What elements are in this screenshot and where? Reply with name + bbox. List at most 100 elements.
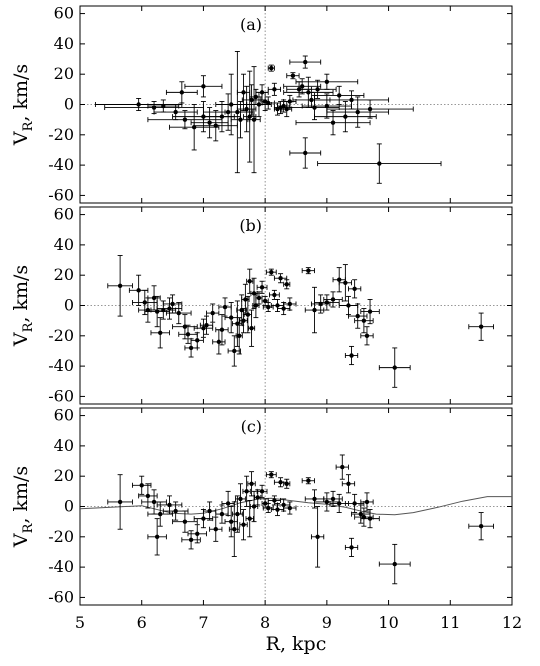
data-point-marker	[309, 97, 314, 103]
data-point	[332, 267, 346, 293]
data-point-marker	[210, 310, 215, 316]
data-point-marker	[179, 90, 185, 95]
data-point	[165, 81, 198, 104]
data-point-marker	[346, 481, 351, 486]
data-point	[323, 490, 343, 507]
data-point-marker	[244, 106, 249, 112]
data-point	[242, 475, 251, 507]
data-point-marker	[337, 501, 342, 506]
data-point-marker	[478, 524, 484, 529]
data-point-marker	[243, 297, 248, 302]
y-tick-label: 20	[54, 64, 74, 83]
data-point	[314, 101, 377, 133]
data-point-marker	[392, 561, 397, 567]
data-point-marker	[249, 97, 254, 103]
data-point-marker	[142, 300, 147, 305]
data-point-marker	[315, 87, 320, 92]
data-point-marker	[364, 499, 370, 505]
data-point-marker	[117, 283, 123, 288]
y-tick-label: -40	[48, 155, 74, 174]
data-point-marker	[167, 502, 172, 508]
data-point-marker	[241, 318, 246, 323]
data-point-marker	[272, 292, 277, 298]
data-point-marker	[241, 522, 246, 527]
data-point	[246, 268, 254, 294]
data-point	[107, 255, 133, 317]
data-point-marker	[229, 102, 234, 107]
data-point	[247, 471, 256, 497]
data-point	[199, 315, 214, 335]
data-point	[165, 302, 192, 325]
y-tick-label: -60	[48, 386, 74, 405]
data-point	[224, 51, 251, 174]
data-point	[378, 543, 411, 585]
data-point	[283, 478, 291, 489]
data-point-marker	[207, 120, 212, 125]
data-point	[206, 303, 220, 323]
data-point-marker	[136, 288, 141, 293]
data-point	[178, 324, 198, 344]
data-point-marker	[275, 507, 280, 512]
y-tick-label: 40	[54, 235, 74, 254]
data-point-marker	[235, 321, 240, 326]
data-point	[261, 295, 269, 306]
data-point	[338, 264, 352, 302]
data-point	[335, 454, 349, 480]
data-point	[172, 510, 198, 533]
data-point	[295, 73, 359, 90]
data-point	[218, 297, 232, 317]
x-tick-label: 10	[378, 613, 398, 632]
data-point	[193, 110, 238, 142]
data-point	[301, 267, 315, 275]
data-point-marker	[219, 114, 225, 119]
data-point	[235, 483, 246, 515]
data-point-marker	[238, 496, 243, 502]
data-point-marker	[201, 516, 206, 521]
data-point	[150, 317, 170, 349]
data-point	[267, 64, 275, 72]
panel-label: (b)	[239, 216, 262, 235]
data-point	[249, 490, 259, 523]
data-point-marker	[213, 527, 218, 532]
data-point	[239, 509, 248, 541]
data-point-marker	[259, 285, 265, 290]
data-point-marker	[170, 301, 175, 307]
data-point-marker	[349, 97, 354, 103]
data-point-marker	[324, 103, 330, 109]
data-point-marker	[185, 332, 191, 337]
data-point-marker	[259, 489, 265, 494]
data-point-marker	[278, 480, 283, 485]
data-point	[317, 143, 442, 184]
data-point-marker	[173, 508, 178, 514]
data-point	[252, 292, 260, 319]
data-point	[184, 75, 223, 98]
data-point-marker	[219, 327, 225, 332]
model-curve	[79, 496, 512, 516]
data-point-marker	[324, 499, 330, 505]
y-tick-label: 60	[54, 406, 74, 425]
data-point	[341, 474, 356, 494]
data-point-marker	[225, 501, 231, 506]
data-point	[153, 104, 198, 121]
data-point-marker	[349, 353, 354, 358]
data-point	[190, 332, 204, 349]
data-point-marker	[287, 505, 293, 511]
data-point-marker	[337, 277, 342, 282]
data-point-marker	[173, 109, 178, 115]
data-point-marker	[324, 300, 330, 305]
y-tick-label: 0	[64, 296, 74, 315]
data-point	[344, 345, 359, 366]
data-point-marker	[232, 527, 237, 532]
data-point-marker	[245, 312, 251, 317]
data-point	[243, 295, 253, 334]
data-point	[265, 471, 277, 479]
data-point-marker	[235, 511, 240, 517]
data-point	[254, 489, 262, 506]
data-point	[156, 297, 183, 320]
data-point	[289, 137, 322, 169]
panel-label: (a)	[240, 15, 262, 34]
data-point	[147, 518, 167, 556]
data-point	[255, 291, 263, 305]
